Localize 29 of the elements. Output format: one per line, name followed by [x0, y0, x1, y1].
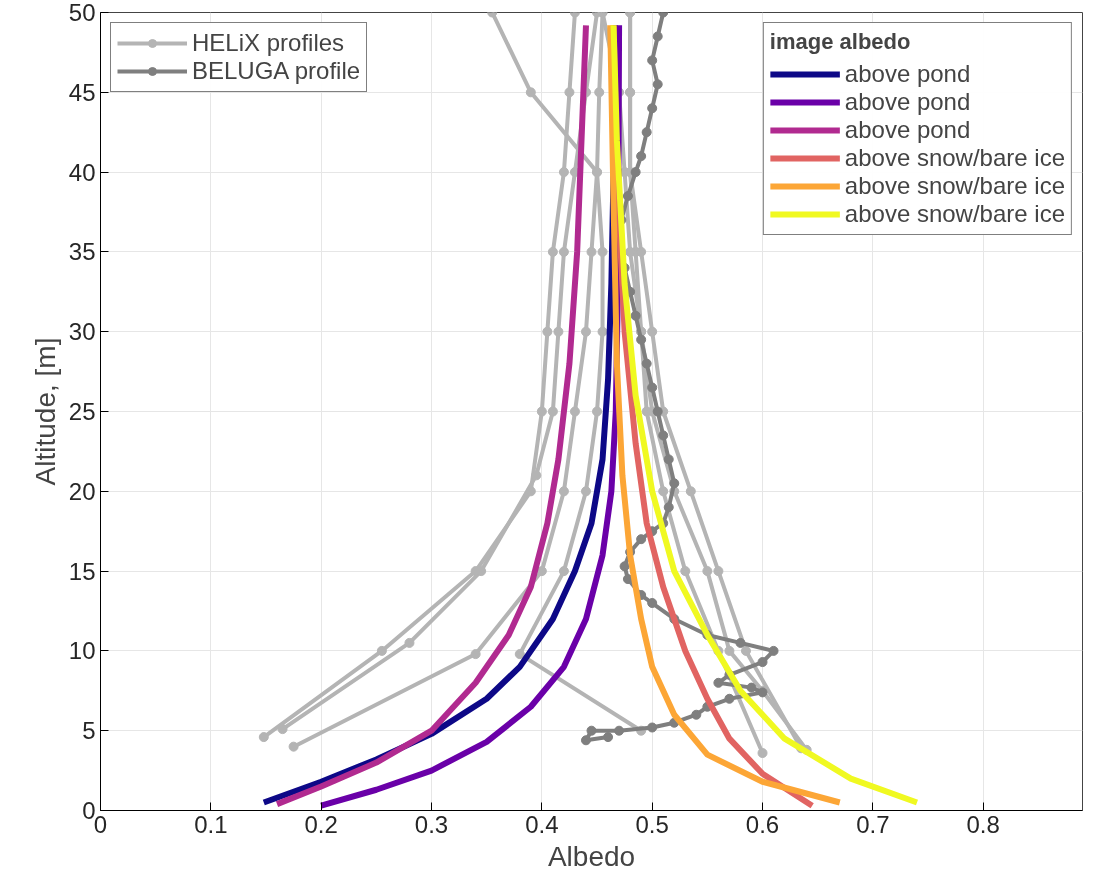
y-tick-label: 50	[68, 0, 96, 26]
y-tick-label: 15	[68, 557, 96, 585]
y-tick-label: 30	[68, 318, 96, 346]
x-tick-label: 0.5	[635, 810, 669, 838]
y-tick-label: 5	[82, 717, 96, 745]
x-tick-label: 0.1	[194, 810, 228, 838]
legend-label: BELUGA profile	[192, 57, 361, 85]
y-tick-label: 25	[68, 398, 96, 425]
legend-label: above pond	[844, 116, 971, 144]
legend-label: HELiX profiles	[192, 29, 345, 57]
x-axis-title: Albedo	[547, 840, 636, 872]
y-tick-label: 10	[68, 637, 96, 665]
y-tick-label: 20	[68, 477, 96, 505]
x-tick-label: 0.7	[856, 810, 890, 838]
y-tick-label: 35	[68, 238, 96, 266]
x-tick-label: 0.3	[414, 810, 449, 838]
x-tick-label: 0.2	[304, 810, 338, 838]
y-tick-label: 40	[68, 158, 96, 186]
x-tick-label: 0.4	[525, 810, 559, 838]
legend-label: above pond	[844, 60, 971, 88]
legend-label: above pond	[844, 88, 971, 116]
x-tick-label: 0.6	[745, 810, 780, 838]
y-tick-label: 45	[68, 78, 96, 106]
legend-label: above snow/bare ice	[844, 144, 1065, 172]
legend-title: image albedo	[769, 29, 912, 55]
legend-label: above snow/bare ice	[844, 172, 1065, 200]
y-axis-title: Altitude, [m]	[29, 337, 61, 486]
legend-label: above snow/bare ice	[844, 200, 1065, 228]
x-tick-label: 0.8	[966, 810, 1000, 838]
